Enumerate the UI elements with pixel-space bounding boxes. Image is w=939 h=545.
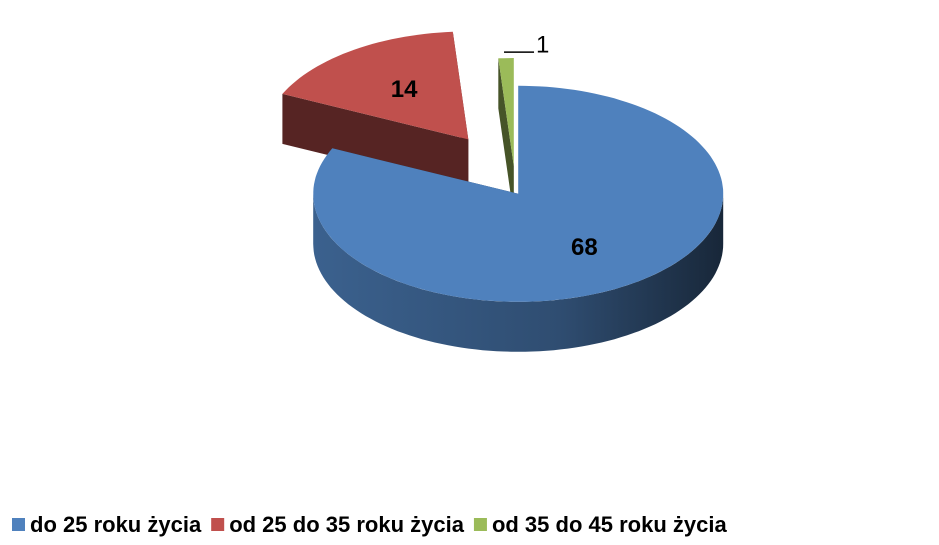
legend-label: od 35 do 45 roku życia bbox=[492, 512, 728, 537]
slice-wall bbox=[313, 193, 724, 352]
slice-side bbox=[498, 58, 514, 216]
legend-swatch bbox=[473, 518, 487, 531]
slice-side bbox=[282, 93, 469, 190]
data-label: 1 bbox=[536, 31, 549, 58]
slice bbox=[282, 31, 469, 190]
legend: do 25 roku życia od 25 do 35 roku życia od… bbox=[12, 512, 727, 537]
slice bbox=[498, 58, 514, 216]
legend-swatch bbox=[12, 518, 25, 531]
legend-label: od 25 do 35 roku życia bbox=[229, 512, 465, 537]
slice-top bbox=[282, 31, 469, 140]
legend-swatch bbox=[211, 518, 225, 531]
data-label: 14 bbox=[391, 76, 418, 103]
slice bbox=[313, 85, 724, 352]
slice-top bbox=[313, 85, 724, 302]
slice-top bbox=[498, 58, 514, 166]
legend-label: do 25 roku życia bbox=[30, 512, 202, 537]
data-label: 68 bbox=[571, 234, 598, 261]
